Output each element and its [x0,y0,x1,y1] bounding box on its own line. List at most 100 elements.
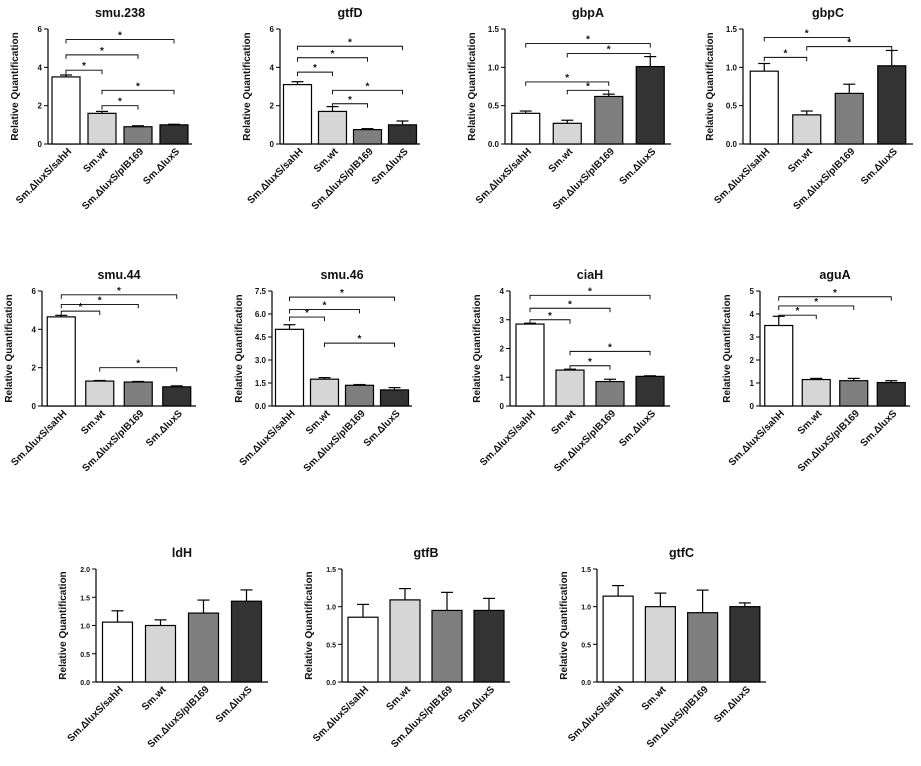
significance-bracket [778,314,817,320]
significance-marker: * [340,288,344,299]
x-category-label: Sm.wt [79,408,108,437]
bar [839,380,869,407]
bar [317,110,348,145]
x-category-label: Sm.ΔluxS/sahH [727,408,787,468]
bar [594,95,624,145]
bar [352,129,383,145]
bar [515,323,545,407]
significance-marker: * [833,288,837,299]
y-tick-label: 0.0 [255,402,267,411]
chart-panel-gtfd: gtfD Relative Quantification 0 2 4 6 Sm.ΔluxS/… [242,6,420,212]
x-category-label: Sm.ΔluxS [859,146,900,187]
bar [344,384,375,407]
significance-bracket [101,89,175,95]
y-tick-label: 1.5 [581,567,591,574]
significance-marker: * [136,81,140,92]
chart-title: smu.46 [320,268,363,282]
x-category-label: Sm.wt [640,684,669,713]
significance-marker: * [565,73,569,84]
bar [46,316,76,407]
x-category-label: Sm.ΔluxS/sahH [66,684,126,744]
y-tick-label: 2 [38,102,43,111]
y-tick-label: 1.5 [488,25,500,34]
significance-bracket [297,71,333,77]
bar [644,606,676,683]
y-tick-label: 4 [38,63,43,72]
significance-bracket [529,319,571,324]
bar [282,83,313,145]
x-category-label: Sm.ΔluxS [617,408,658,449]
significance-marker: * [608,342,612,353]
significance-bracket [806,46,893,51]
significance-bracket [297,45,403,51]
bar [123,126,153,145]
y-axis-label: Relative Quantification [559,571,570,679]
x-category-label: Sm.ΔluxS [370,146,411,187]
y-tick-label: 0.5 [726,102,738,111]
y-tick-label: 2 [500,345,505,354]
significance-bracket [569,350,651,356]
bar [801,378,831,407]
x-category-label: Sm.wt [385,684,414,713]
chart-title: ciaH [577,268,603,282]
y-tick-label: 0 [38,140,43,149]
bar [552,122,582,145]
bar [347,616,379,683]
chart-title: ldH [172,546,192,560]
significance-bracket [101,105,139,110]
x-category-label: Sm.wt [786,146,815,175]
x-category-label: Sm.ΔluxS/sahH [14,146,74,206]
significance-marker: * [313,63,317,74]
y-tick-label: 1.5 [80,595,90,602]
significance-bracket [525,43,651,48]
bar [729,606,761,683]
significance-marker: * [548,311,552,322]
significance-marker: * [79,302,83,313]
significance-bracket [60,303,139,309]
significance-bracket [529,294,651,300]
significance-marker: * [607,45,611,56]
significance-bracket [332,103,368,108]
significance-marker: * [136,359,140,370]
significance-bracket [60,310,101,316]
chart-panel-ciah: ciaH Relative Quantification 0 1 2 3 4 Sm.ΔluxS… [472,268,670,474]
bar [876,381,906,407]
significance-marker: * [323,300,327,311]
y-tick-label: 6 [270,25,275,34]
y-axis-label: Relative Quantification [304,571,315,679]
significance-marker: * [366,81,370,92]
x-category-label: Sm.wt [140,684,169,713]
y-tick-label: 6.0 [255,310,267,319]
significance-marker: * [117,286,121,297]
significance-marker: * [100,46,104,57]
significance-marker: * [814,297,818,308]
significance-marker: * [118,97,122,108]
significance-marker: * [348,95,352,106]
y-tick-label: 2 [32,364,37,373]
y-tick-label: 2.0 [80,567,90,574]
y-axis-label: Relative Quantification [234,294,245,402]
y-tick-label: 3 [750,333,755,342]
significance-bracket [324,342,395,348]
y-tick-label: 0.5 [488,102,500,111]
significance-marker: * [358,334,362,345]
y-tick-label: 6 [32,287,37,296]
chart-title: smu.44 [97,268,140,282]
chart-title: gtfC [669,546,694,560]
significance-bracket [529,307,611,313]
bar [101,621,134,683]
chart-title: gtfD [338,6,363,20]
y-tick-label: 1.0 [581,605,591,612]
bar [595,380,625,407]
significance-marker: * [98,295,102,306]
significance-bracket [289,296,395,302]
chart-title: smu.238 [95,6,145,20]
y-tick-label: 5 [750,287,755,296]
significance-marker: * [82,61,86,72]
y-tick-label: 0 [32,402,37,411]
bar [877,65,907,145]
bar [792,114,822,145]
bar [473,609,505,683]
bar [309,378,340,407]
